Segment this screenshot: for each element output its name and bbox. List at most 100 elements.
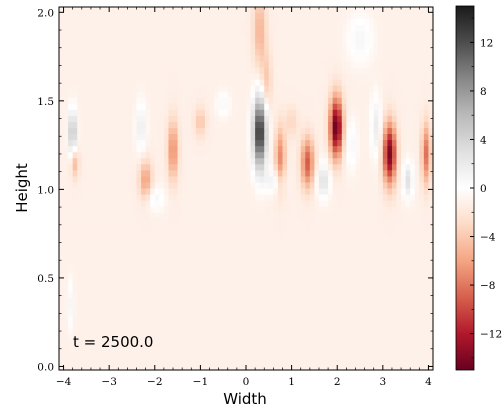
heatmap-cell [287, 140, 293, 147]
heatmap-cell [414, 146, 420, 153]
heatmap-cell [323, 206, 329, 214]
heatmap-cell [223, 109, 229, 117]
heatmap-cell [95, 170, 101, 177]
heatmap-cell [264, 339, 270, 347]
heatmap-cell [246, 25, 252, 32]
heatmap-cell [291, 73, 297, 81]
heatmap-cell [177, 121, 183, 129]
heatmap-cell [113, 255, 119, 262]
heatmap-cell [341, 206, 347, 214]
heatmap-cell [154, 303, 160, 311]
heatmap-cell [163, 224, 170, 232]
heatmap-cell [122, 321, 129, 329]
heatmap-cell [72, 249, 78, 256]
heatmap-cell [287, 224, 293, 232]
heatmap-cell [173, 255, 179, 262]
heatmap-cell [59, 7, 65, 14]
heatmap-cell [77, 164, 83, 171]
heatmap-cell [227, 255, 233, 262]
heatmap-cell [77, 7, 83, 14]
heatmap-cell [63, 97, 69, 105]
heatmap-cell [405, 206, 411, 214]
heatmap-cell [287, 212, 293, 220]
heatmap-cell [136, 351, 142, 359]
heatmap-cell [118, 170, 124, 177]
heatmap-cell [131, 37, 138, 44]
heatmap-cell [414, 363, 420, 371]
heatmap-cell [59, 206, 65, 214]
heatmap-cell [268, 164, 274, 171]
heatmap-cell [337, 25, 343, 32]
heatmap-cell [273, 261, 279, 268]
heatmap-cell [396, 109, 402, 117]
heatmap-cell [419, 206, 425, 214]
heatmap-cell [373, 200, 379, 208]
heatmap-cell [72, 285, 78, 292]
heatmap-cell [428, 146, 434, 153]
heatmap-cell [241, 249, 247, 256]
heatmap-cell [86, 345, 92, 353]
heatmap-cell [163, 37, 170, 44]
heatmap-cell [264, 146, 270, 153]
heatmap-cell [95, 230, 101, 238]
heatmap-cell [360, 339, 366, 347]
heatmap-cell [100, 170, 106, 177]
heatmap-cell [405, 291, 411, 298]
heatmap-cell [150, 315, 156, 323]
heatmap-cell [118, 31, 124, 38]
heatmap-cell [86, 351, 92, 359]
heatmap-cell [350, 200, 357, 208]
heatmap-cell [369, 25, 375, 32]
heatmap-cell [173, 218, 179, 226]
heatmap-cell [191, 128, 197, 135]
heatmap-cell [241, 261, 247, 268]
heatmap-cell [328, 345, 334, 353]
heatmap-cell [223, 73, 229, 81]
heatmap-cell [337, 267, 343, 274]
heatmap-cell [291, 97, 297, 105]
heatmap-cell [396, 7, 402, 14]
heatmap-cell [314, 170, 320, 177]
heatmap-cell [145, 200, 151, 208]
heatmap-cell [282, 200, 288, 208]
heatmap-cell [255, 158, 261, 165]
heatmap-cell [68, 315, 74, 323]
heatmap-cell [337, 43, 343, 50]
heatmap-cell [122, 249, 129, 256]
heatmap-cell [145, 303, 151, 311]
heatmap-cell [81, 315, 87, 323]
heatmap-cell [268, 339, 274, 347]
heatmap-cell [209, 79, 215, 87]
heatmap-cell [200, 97, 206, 105]
heatmap-cell [318, 212, 325, 220]
heatmap-cell [81, 309, 87, 317]
heatmap-cell [300, 31, 306, 38]
heatmap-cell [410, 255, 416, 262]
heatmap-cell [405, 91, 411, 99]
heatmap-cell [236, 146, 243, 153]
heatmap-cell [109, 261, 115, 268]
heatmap-cell [150, 49, 156, 56]
heatmap-cell [104, 327, 110, 335]
heatmap-cell [191, 194, 197, 202]
heatmap-cell [405, 200, 411, 208]
heatmap-cell [428, 188, 434, 196]
heatmap-cell [173, 43, 179, 50]
heatmap-cell [236, 43, 243, 50]
heatmap-cell [63, 321, 69, 329]
heatmap-cell [428, 255, 434, 262]
heatmap-cell [364, 351, 370, 359]
heatmap-cell [328, 67, 334, 75]
heatmap-cell [118, 79, 124, 87]
heatmap-cell [236, 242, 243, 250]
heatmap-cell [236, 273, 243, 280]
heatmap-cell [378, 55, 384, 63]
heatmap-cell [250, 55, 256, 63]
heatmap-cell [391, 242, 398, 250]
heatmap-cell [350, 85, 357, 93]
heatmap-cell [177, 158, 183, 165]
heatmap-cell [204, 115, 211, 123]
heatmap-cell [81, 285, 87, 292]
heatmap-cell [364, 109, 370, 117]
heatmap-cell [154, 13, 160, 20]
